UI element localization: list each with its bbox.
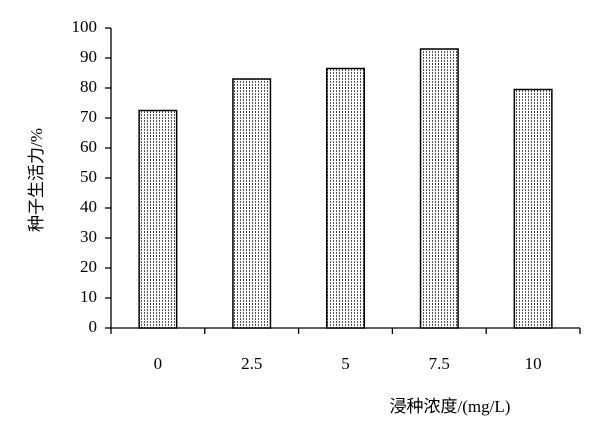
- bar: [419, 48, 459, 329]
- y-tick-label: 40: [80, 197, 97, 216]
- y-tick-label: 20: [80, 257, 97, 276]
- x-tick-label: 10: [525, 354, 542, 373]
- bar: [138, 109, 178, 329]
- bar: [232, 78, 272, 329]
- y-tick-label: 70: [80, 107, 97, 126]
- y-tick-label: 50: [80, 167, 97, 186]
- y-tick-label: 90: [80, 47, 97, 66]
- y-tick-label: 80: [80, 77, 97, 96]
- y-tick-label: 10: [80, 287, 97, 306]
- y-tick-label: 30: [80, 227, 97, 246]
- y-axis-label: 种子生活力/%: [27, 128, 46, 232]
- bar: [513, 88, 553, 329]
- y-tick-label: 60: [80, 137, 97, 156]
- y-tick-label: 0: [89, 317, 98, 336]
- x-tick-label: 7.5: [429, 354, 450, 373]
- x-tick-label: 2.5: [241, 354, 262, 373]
- bar: [325, 67, 366, 329]
- x-tick-label: 5: [341, 354, 350, 373]
- x-tick-label: 0: [154, 354, 163, 373]
- x-axis-label: 浸种浓度/(mg/L): [390, 397, 511, 416]
- y-tick-label: 100: [72, 17, 98, 36]
